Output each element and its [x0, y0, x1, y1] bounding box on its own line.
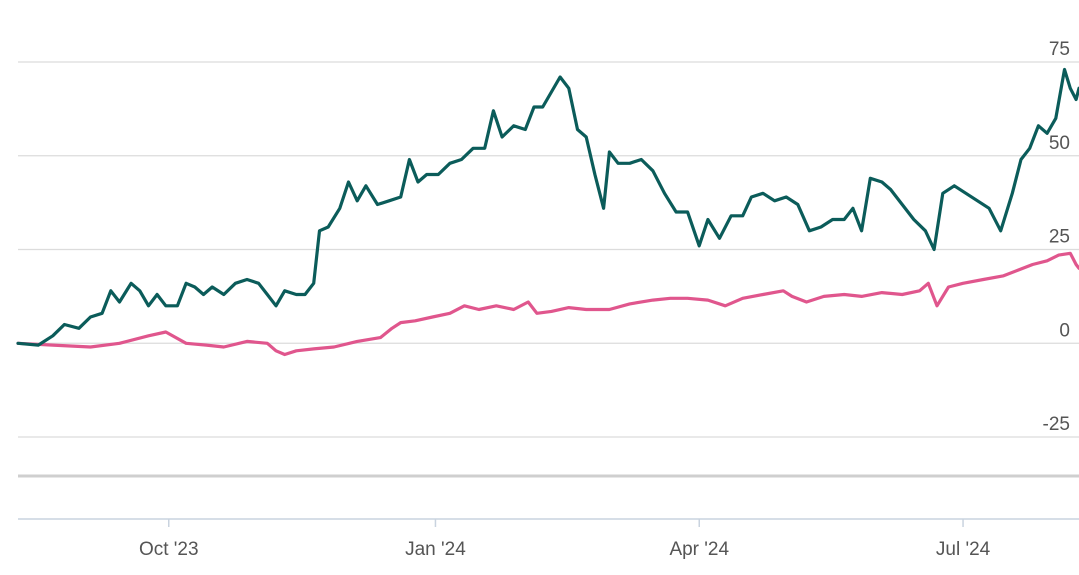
series-layer: [16, 67, 1079, 357]
y-tick-label: -25: [1043, 414, 1070, 435]
grid-layer: [18, 61, 1079, 438]
y-tick-label: 25: [1049, 227, 1070, 248]
y-tick-label: 0: [1059, 320, 1070, 341]
series-line-1: [16, 67, 1079, 347]
x-tick-label: Oct '23: [139, 539, 199, 560]
series-line-2: [16, 251, 1079, 357]
x-tick-label: Jan '24: [405, 539, 466, 560]
y-tick-label: 75: [1049, 39, 1070, 60]
label-layer: 75 50 25 0 -25 Oct '23 Jan '24 Apr '24 Jul '24: [139, 39, 1070, 560]
y-tick-label: 50: [1049, 133, 1070, 154]
x-tick-label: Apr '24: [669, 539, 729, 560]
x-tick-label: Jul '24: [936, 539, 991, 560]
axis-layer: [18, 474, 1079, 527]
